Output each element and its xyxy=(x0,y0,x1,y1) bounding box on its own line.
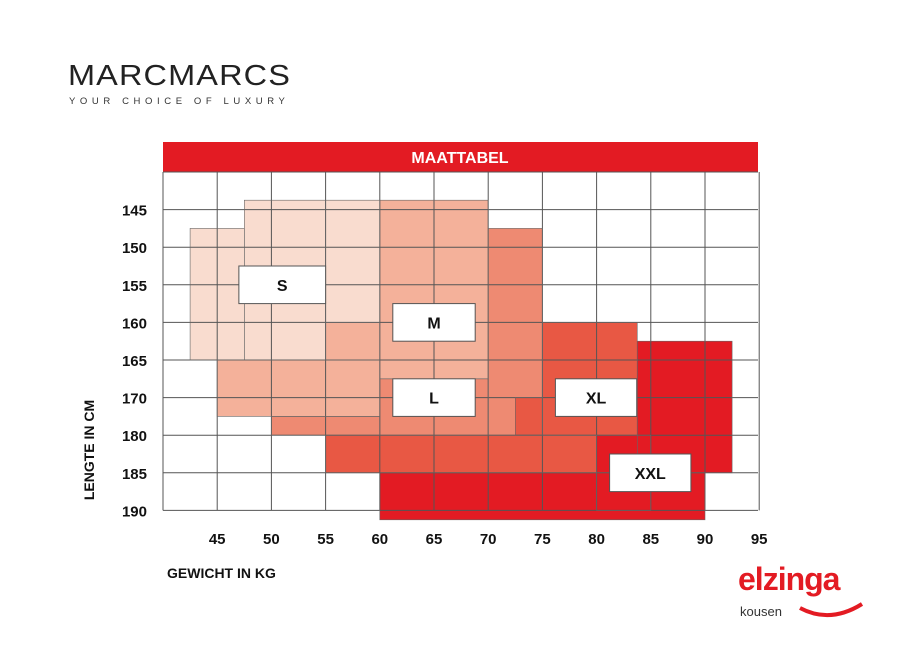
x-tick-label: 75 xyxy=(534,531,551,548)
region-outline xyxy=(379,472,706,521)
x-tick-label: 70 xyxy=(480,531,497,548)
size-label: S xyxy=(277,278,288,295)
y-tick-label: 170 xyxy=(122,391,147,408)
x-tick-label: 90 xyxy=(697,531,714,548)
chart-header xyxy=(163,142,758,172)
y-tick-label: 155 xyxy=(122,278,147,295)
size-label: M xyxy=(427,315,440,332)
region-m xyxy=(217,360,380,417)
y-tick-label: 145 xyxy=(122,203,147,220)
x-tick-label: 55 xyxy=(317,531,334,548)
chart-title: MAATTABEL xyxy=(411,150,508,167)
size-label-box xyxy=(554,378,638,417)
y-axis-label: LENGTE IN CM xyxy=(81,399,97,501)
size-label-box xyxy=(238,265,327,305)
size-label-box xyxy=(392,378,476,417)
kousen-word: kousen xyxy=(740,604,782,619)
y-tick-label: 165 xyxy=(122,353,147,370)
brand-logo: MARCMARCS xyxy=(68,60,292,92)
x-tick-label: 65 xyxy=(426,531,443,548)
region-xl xyxy=(515,397,543,436)
elzinga-kousen-logo: elzinga kousen xyxy=(738,562,864,619)
y-tick-label: 190 xyxy=(122,503,147,520)
x-tick-label: 95 xyxy=(751,531,768,548)
y-tick-label: 160 xyxy=(122,315,147,332)
y-tick-label: 150 xyxy=(122,240,147,257)
brand-tagline: YOUR CHOICE OF LUXURY xyxy=(69,96,290,107)
x-tick-label: 80 xyxy=(588,531,605,548)
region-xxl xyxy=(637,341,733,473)
x-tick-label: 85 xyxy=(642,531,659,548)
x-tick-label: 50 xyxy=(263,531,280,548)
region-m xyxy=(325,322,380,360)
size-label: L xyxy=(429,391,439,408)
x-tick-label: 45 xyxy=(209,531,226,548)
y-tick-label: 185 xyxy=(122,466,147,483)
elzinga-word: elzinga xyxy=(738,562,841,597)
size-label: XL xyxy=(586,391,607,408)
size-label-box xyxy=(609,453,692,493)
x-axis-label: GEWICHT IN KG xyxy=(167,565,276,581)
logo-swoosh xyxy=(799,602,864,618)
region-s xyxy=(325,200,380,323)
region-xl xyxy=(325,435,597,473)
size-label: XXL xyxy=(635,466,666,483)
x-tick-label: 60 xyxy=(371,531,388,548)
y-tick-label: 180 xyxy=(122,428,147,445)
size-label-box xyxy=(392,303,476,342)
